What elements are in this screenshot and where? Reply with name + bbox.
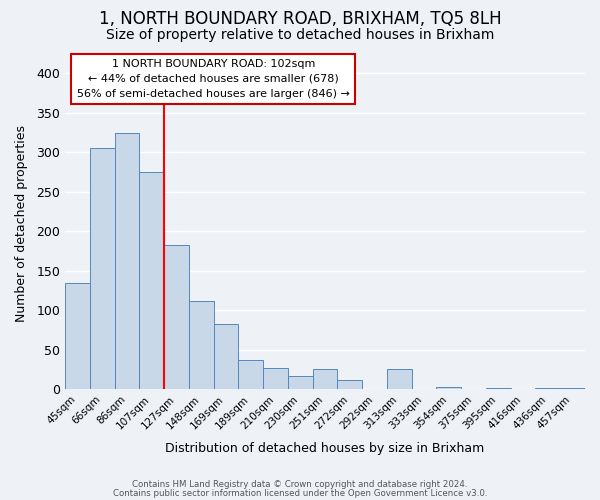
Bar — [263, 368, 288, 389]
Bar — [115, 132, 139, 389]
Bar — [65, 282, 90, 389]
Y-axis label: Number of detached properties: Number of detached properties — [15, 125, 28, 322]
Bar — [535, 388, 560, 389]
Bar — [288, 376, 313, 389]
Bar — [214, 324, 238, 389]
Bar — [387, 370, 412, 389]
Bar — [90, 148, 115, 389]
Text: Contains public sector information licensed under the Open Government Licence v3: Contains public sector information licen… — [113, 488, 487, 498]
Bar — [189, 300, 214, 389]
Bar — [337, 380, 362, 389]
Text: 1 NORTH BOUNDARY ROAD: 102sqm
← 44% of detached houses are smaller (678)
56% of : 1 NORTH BOUNDARY ROAD: 102sqm ← 44% of d… — [77, 59, 350, 99]
Bar — [164, 246, 189, 389]
X-axis label: Distribution of detached houses by size in Brixham: Distribution of detached houses by size … — [166, 442, 485, 455]
Bar — [139, 172, 164, 389]
Bar — [436, 387, 461, 389]
Text: Contains HM Land Registry data © Crown copyright and database right 2024.: Contains HM Land Registry data © Crown c… — [132, 480, 468, 489]
Bar — [238, 360, 263, 389]
Bar — [486, 388, 511, 389]
Text: Size of property relative to detached houses in Brixham: Size of property relative to detached ho… — [106, 28, 494, 42]
Bar — [313, 370, 337, 389]
Text: 1, NORTH BOUNDARY ROAD, BRIXHAM, TQ5 8LH: 1, NORTH BOUNDARY ROAD, BRIXHAM, TQ5 8LH — [98, 10, 502, 28]
Bar — [560, 388, 585, 389]
